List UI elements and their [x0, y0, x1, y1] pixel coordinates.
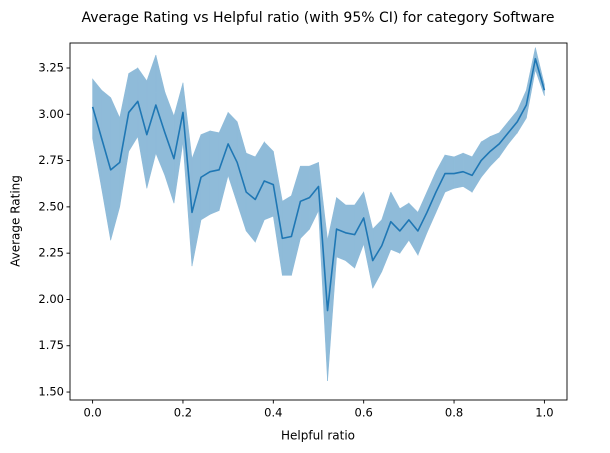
data-line [91, 57, 546, 312]
x-axis-label: Helpful ratio [281, 429, 355, 443]
ci-band [227, 111, 238, 204]
ci-band [218, 112, 229, 211]
ci-band [209, 130, 220, 215]
y-tick-label: 3.25 [38, 60, 64, 74]
ci-band [453, 152, 464, 189]
x-tick-label: 0.6 [355, 406, 373, 420]
ci-band [345, 204, 355, 269]
ci-band [300, 165, 310, 240]
ci-band [516, 90, 527, 134]
chart-title: Average Rating vs Helpful ratio (with 95… [81, 10, 554, 26]
ci-band [173, 82, 184, 204]
x-tick-label: 0.4 [264, 406, 282, 420]
ci-band [282, 195, 292, 276]
axes-frame [69, 42, 568, 401]
ci-band [254, 140, 265, 243]
ci-band [191, 134, 202, 267]
y-tick-label: 3.00 [38, 107, 64, 121]
y-tick-label: 1.50 [38, 385, 64, 399]
y-tick-label: 2.25 [38, 246, 64, 260]
y-tick-label: 2.50 [38, 199, 64, 213]
ci-band [182, 82, 193, 267]
y-axis-label: Average Rating [9, 175, 23, 267]
x-tick-label: 1.0 [535, 406, 553, 420]
ci-band [155, 54, 166, 176]
y-tick-label: 2.00 [38, 292, 64, 306]
ci-band [327, 197, 337, 381]
ci-band [354, 191, 364, 269]
x-tick-label: 0.0 [83, 406, 101, 420]
x-tick-label: 0.8 [445, 406, 463, 420]
y-tick-label: 1.75 [38, 338, 64, 352]
y-tick-label: 2.75 [38, 153, 64, 167]
ci-band [417, 191, 428, 256]
x-tick-label: 0.2 [174, 406, 192, 420]
